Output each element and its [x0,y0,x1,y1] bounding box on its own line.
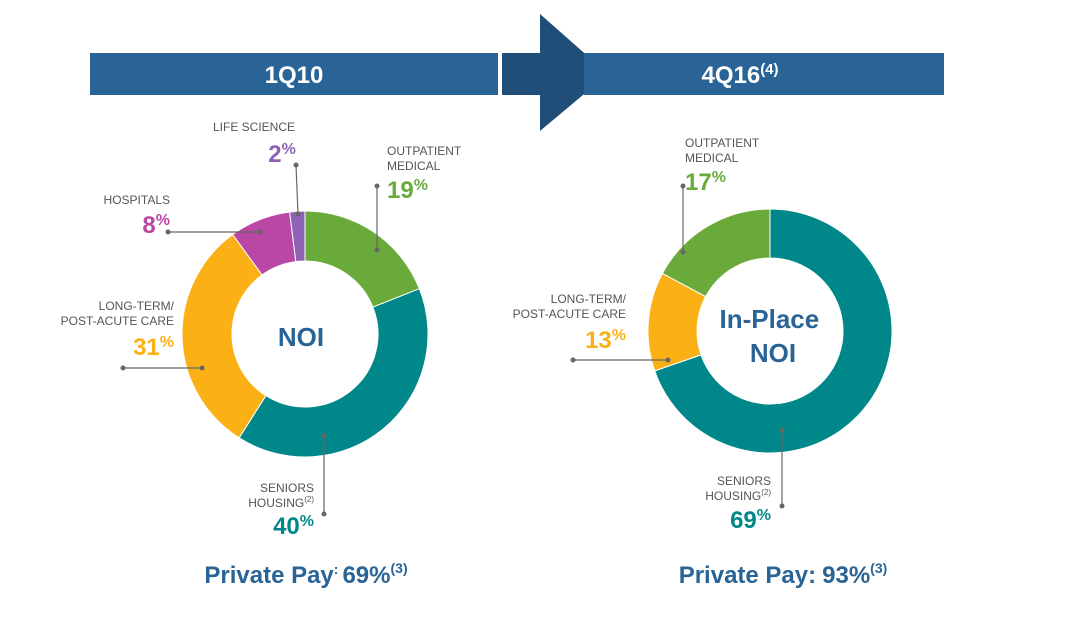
private-pay-4q16: Private Pay: 93%(3) [679,560,888,589]
donut-slice-outpatient-medical [661,208,771,298]
value-ltpac-4q16: 13% [585,327,626,354]
leader-end-seniors-4q16 [779,503,785,509]
leader-dot-seniors-4q16 [779,427,785,433]
banner-left-label: 1Q10 [265,62,324,89]
leader-end-ltpac-1q10 [199,365,205,371]
donut-center-line-1: In-Place [720,304,820,334]
donut-slice-seniors-housing [654,208,893,454]
leader-dot-hospitals [165,229,171,235]
leader-life-science [295,164,299,215]
donut-slice-life-science [289,210,306,263]
banner-right-label: 4Q16(4) [701,61,778,89]
leader-dot-outpatient-1q10 [374,183,380,189]
donut-center-line-2: NOI [750,338,796,368]
donut-slice-outpatient-medical [304,210,421,308]
arrow-right-icon [502,14,608,131]
leader-dot-life-science [293,162,299,168]
label-hospitals: HOSPITALS [104,193,170,207]
label-outpatient-1q10: OUTPATIENT MEDICAL [387,144,462,173]
leader-end-outpatient-4q16 [680,249,686,255]
donut-slice-long-term-post-acute-care [181,233,267,439]
value-outpatient-1q10: 19% [387,177,428,204]
banner-right-footnote: (4) [760,61,778,78]
leader-end-hospitals [257,229,263,235]
donut-slice-seniors-housing [238,288,429,458]
donut-chart-4q16 [647,208,893,454]
leader-dot-outpatient-4q16 [680,183,686,189]
label-ltpac-4q16: LONG-TERM/POST-ACUTE CARE [513,292,627,321]
value-outpatient-4q16: 17% [685,169,726,196]
label-ltpac-1q10: LONG-TERM/POST-ACUTE CARE [61,299,175,328]
banner-right-period: 4Q16 [701,62,760,89]
banner-left [90,53,498,95]
private-pay-1q10: Private Pay: 69%(3) [204,560,407,589]
leader-dot-ltpac-1q10 [120,365,126,371]
value-ltpac-1q10: 31% [133,334,174,361]
value-life-science-num: 2 [268,141,281,168]
leader-end-seniors-1q10 [321,511,327,517]
value-hospitals: 8% [142,212,170,239]
leader-dot-ltpac-4q16 [570,357,576,363]
banner-right [584,53,944,95]
leader-end-ltpac-4q16 [665,357,671,363]
donut-chart-1q10 [181,210,429,458]
donut-center-label-4q16: In-Place NOI [720,304,827,368]
label-seniors-1q10: SENIORS HOUSING(2) [248,481,314,510]
value-seniors-1q10: 40% [273,513,314,540]
label-outpatient-4q16: OUTPATIENT MEDICAL [685,136,760,165]
value-seniors-4q16: 69% [730,507,771,534]
leader-dot-seniors-1q10 [321,433,327,439]
value-life-science: 2% [268,141,296,168]
label-life-science: LIFE SCIENCE [213,120,295,134]
label-seniors-4q16: SENIORS HOUSING(2) [705,474,771,503]
leader-end-life-science [295,211,301,217]
donut-center-label-1q10: NOI [278,322,324,352]
leader-end-outpatient-1q10 [374,247,380,253]
